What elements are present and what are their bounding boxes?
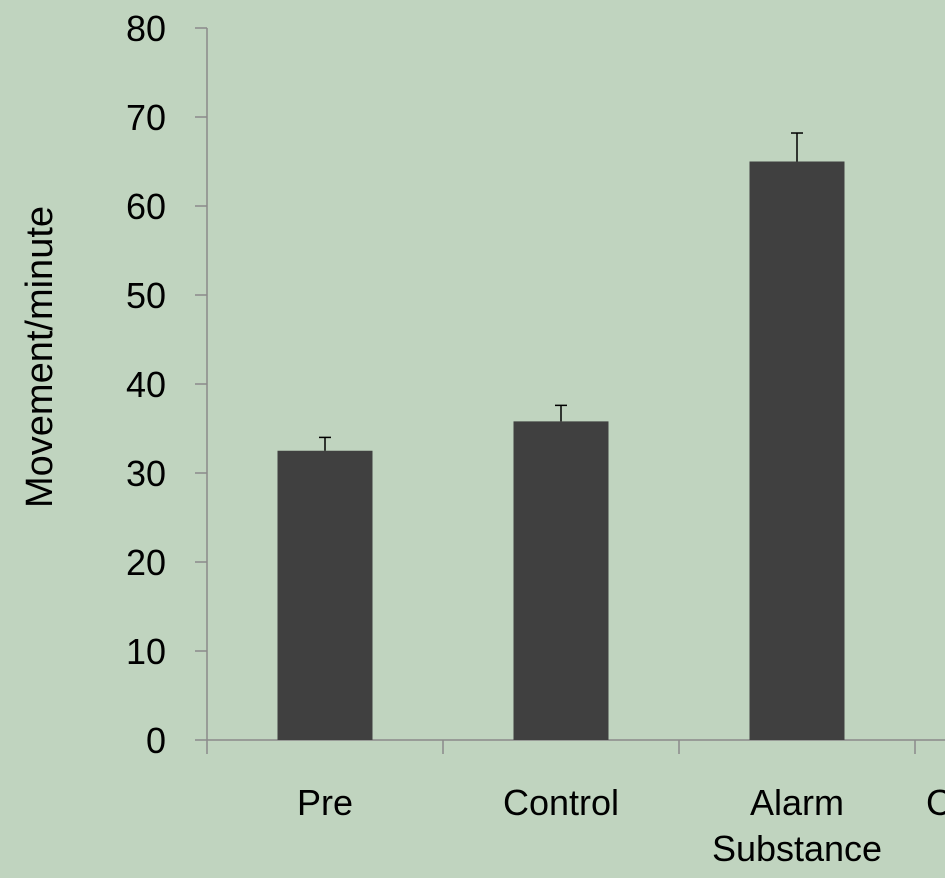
bar <box>749 161 845 740</box>
y-tick-label: 70 <box>126 97 166 138</box>
y-tick-label: 80 <box>126 8 166 49</box>
bar <box>513 421 609 740</box>
y-tick-label: 10 <box>126 631 166 672</box>
y-tick-label: 20 <box>126 542 166 583</box>
category-label: Alarm Substance <box>712 782 882 869</box>
y-tick-label: 30 <box>126 453 166 494</box>
bar <box>277 450 373 740</box>
bars <box>277 161 845 740</box>
y-tick-label: 40 <box>126 364 166 405</box>
y-tick-label: 60 <box>126 186 166 227</box>
category-label: Control <box>503 782 619 823</box>
y-tick-label: 0 <box>146 720 166 761</box>
y-axis-label: Movement/minute <box>19 206 61 508</box>
error-bars <box>319 132 803 451</box>
tick-labels: 0 10 20 30 40 50 60 70 80 Pre Control Alarm Substanc… <box>126 8 945 869</box>
category-label: C <box>926 782 945 823</box>
category-label: Pre <box>297 782 353 823</box>
y-tick-label: 50 <box>126 275 166 316</box>
